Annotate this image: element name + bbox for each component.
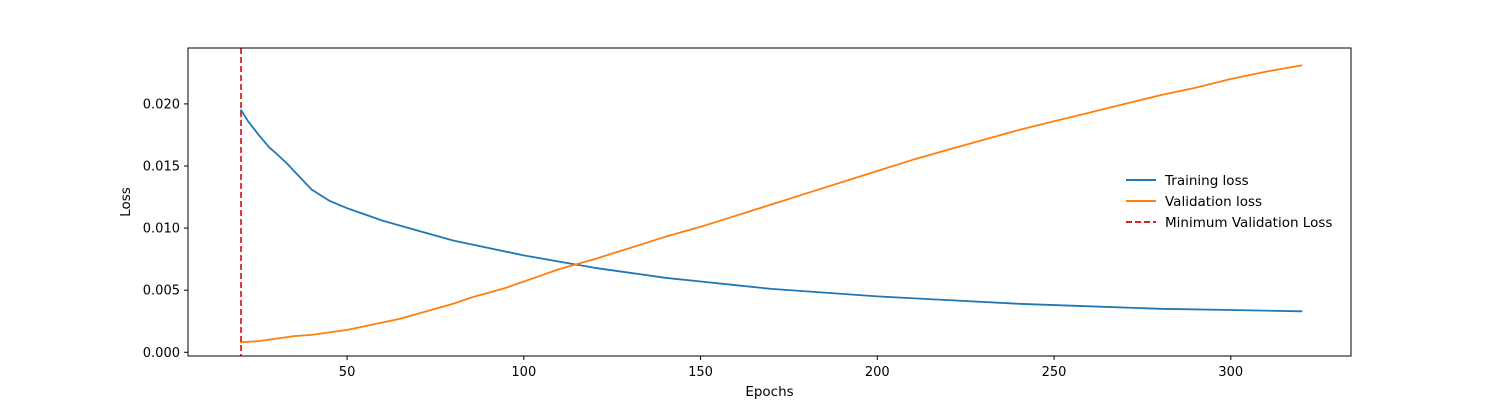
legend: Training loss Validation loss Minimum Va… [1126, 173, 1332, 231]
y-tick-label: 0.015 [143, 159, 180, 174]
x-tick-label: 200 [865, 365, 890, 380]
series-line-training-loss [240, 109, 1303, 313]
series-line-validation-loss [240, 64, 1303, 344]
axes: 50 100 150 200 250 300 0.000 0.005 0.010 0.015 0.0… [143, 97, 1243, 380]
x-tick-label: 250 [1042, 365, 1067, 380]
y-tick-label: 0.000 [143, 346, 180, 361]
x-axis-label: Epochs [745, 384, 793, 400]
plot-background [188, 48, 1351, 356]
legend-label-validation-loss: Validation loss [1165, 194, 1262, 210]
y-axis-label: Loss [118, 187, 134, 217]
plot-frame [187, 47, 1352, 357]
x-tick-label: 50 [339, 365, 356, 380]
legend-label-training-loss: Training loss [1164, 173, 1249, 189]
plot-area [240, 48, 1303, 356]
x-tick-label: 300 [1218, 365, 1243, 380]
y-tick-label: 0.010 [143, 222, 180, 237]
legend-label-minimum-validation-loss: Minimum Validation Loss [1165, 215, 1332, 231]
y-tick-label: 0.020 [143, 97, 180, 112]
x-tick-label: 100 [511, 365, 536, 380]
x-tick-label: 150 [688, 365, 713, 380]
y-tick-label: 0.005 [143, 284, 180, 299]
